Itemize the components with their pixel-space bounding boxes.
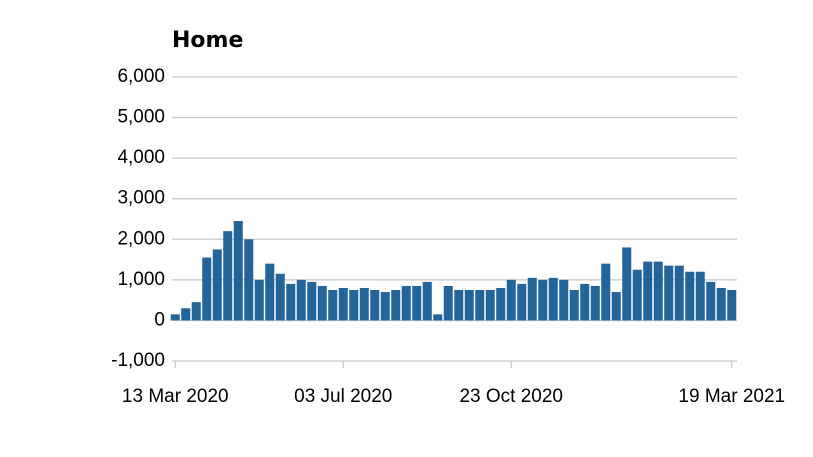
bar [475, 290, 485, 321]
bar [590, 285, 600, 321]
x-tick-label: 13 Mar 2020 [122, 386, 229, 407]
bar [170, 314, 180, 321]
bar [622, 247, 632, 321]
bar [338, 287, 348, 321]
bar [569, 290, 579, 321]
bar [548, 277, 558, 321]
y-tick-label: 2,000 [117, 228, 165, 249]
bar [223, 231, 233, 321]
bar [653, 261, 663, 321]
x-tick-label: 23 Oct 2020 [459, 386, 563, 407]
bar [685, 271, 695, 321]
y-tick-label: -1,000 [111, 350, 165, 371]
y-tick-label: 6,000 [117, 66, 165, 87]
bar [254, 279, 264, 321]
chart-title: Home [172, 28, 243, 53]
bar [464, 290, 474, 321]
y-tick-label: 5,000 [117, 107, 165, 128]
y-tick-label: 4,000 [117, 147, 165, 168]
bar [307, 281, 317, 321]
bar [391, 290, 401, 321]
bar [275, 273, 285, 321]
bar [191, 302, 201, 321]
bar [233, 221, 243, 321]
bar [727, 290, 737, 321]
bar [359, 287, 369, 321]
bar [716, 287, 726, 321]
bar [202, 257, 212, 321]
bar [601, 263, 611, 321]
bar [674, 265, 684, 321]
bar [317, 285, 327, 321]
bar [433, 314, 443, 321]
bar [611, 292, 621, 321]
bar [695, 271, 705, 321]
bar [212, 249, 222, 321]
bar [380, 292, 390, 321]
bar [443, 285, 453, 321]
bar [559, 279, 569, 321]
y-tick-label: 0 [154, 309, 165, 330]
bar [643, 261, 653, 321]
x-tick-label: 19 Mar 2021 [678, 386, 785, 407]
bar [412, 285, 422, 321]
bar [485, 290, 495, 321]
bar [538, 279, 548, 321]
bar [401, 285, 411, 321]
y-tick-label: 1,000 [117, 269, 165, 290]
bar [454, 290, 464, 321]
bar [422, 281, 432, 321]
bar [370, 290, 380, 321]
bar [517, 283, 527, 321]
bar [296, 279, 306, 321]
y-tick-label: 3,000 [117, 188, 165, 209]
bar [349, 290, 359, 321]
x-tick-label: 03 Jul 2020 [294, 386, 392, 407]
bar [496, 287, 506, 321]
bar [527, 277, 537, 321]
bar [506, 279, 516, 321]
bar [706, 281, 716, 321]
bar [664, 265, 674, 321]
bar [244, 239, 254, 321]
bar [265, 263, 275, 321]
bar [286, 283, 296, 321]
bar [181, 308, 191, 321]
bar [632, 269, 642, 321]
bar [328, 290, 338, 321]
bar [580, 283, 590, 321]
